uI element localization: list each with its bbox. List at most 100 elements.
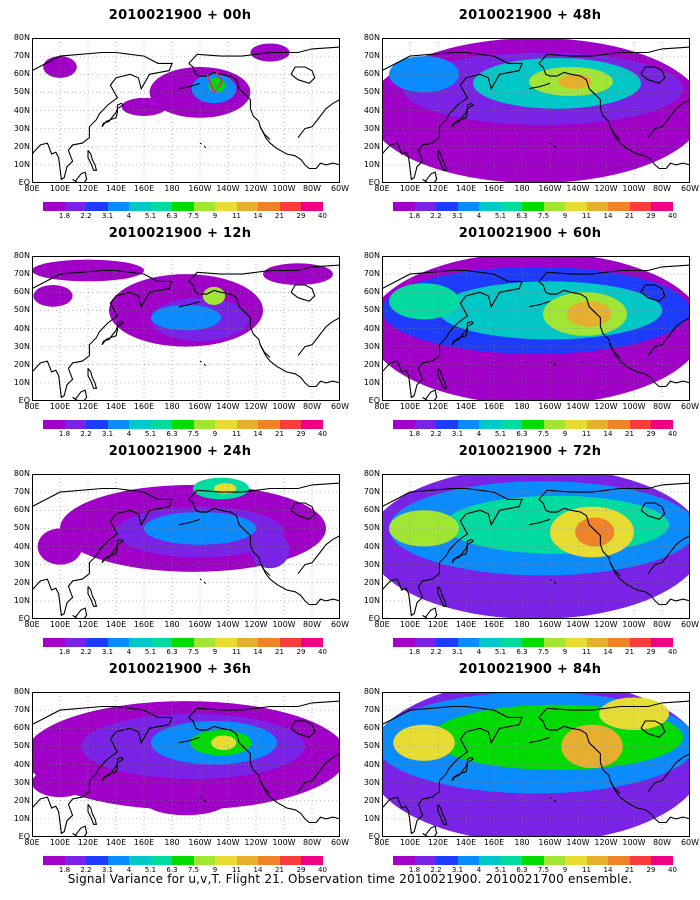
lat-tick-label: EQ [368, 832, 380, 841]
colorbar-swatch [172, 638, 194, 647]
coastline [87, 586, 98, 607]
colorbar-swatch [172, 420, 194, 429]
lat-tick-label: 20N [13, 141, 30, 151]
colorbar-swatch [457, 638, 479, 647]
map-plot: 80N 70N 60N 50N 40N 30N 20N 10N EQ 80E 100E 120E 140… [364, 33, 699, 193]
lat-tick-label: 60N [363, 505, 380, 515]
coastline [553, 581, 557, 585]
colorbar-swatch [150, 202, 172, 211]
coastline [538, 700, 690, 718]
colorbar-swatch [236, 856, 258, 865]
lon-tick-label: 140E [455, 838, 477, 847]
colorbar-swatch [500, 202, 522, 211]
coastline [422, 607, 438, 619]
lat-tick-label: 10N [13, 813, 30, 823]
colorbar-label: 1.8 [408, 212, 421, 220]
colorbar-label: 3.1 [101, 866, 114, 874]
coastline [290, 720, 316, 738]
lat-tick-label: EQ [18, 614, 30, 623]
coastline [297, 99, 340, 139]
coastline [538, 498, 667, 606]
flight-track [206, 70, 224, 94]
colorbar-swatch [193, 856, 215, 865]
lat-tick-label: 20N [13, 359, 30, 369]
coastline [437, 368, 448, 389]
colorbar-swatch [522, 638, 544, 647]
lat-tick-label: 70N [363, 705, 380, 715]
variance-contour-fill [263, 263, 333, 285]
colorbar-label: 29 [296, 430, 306, 438]
coastline [72, 607, 88, 619]
variance-contour-fill [599, 697, 669, 731]
lon-tick-label: 80W [652, 402, 672, 411]
coastline [640, 284, 666, 302]
lon-tick-label: 80W [302, 620, 322, 629]
lat-tick-label: 40N [13, 323, 30, 333]
lat-tick-label: 10N [13, 377, 30, 387]
variance-contour-fill [561, 724, 623, 769]
colorbar-swatch [479, 638, 501, 647]
colorbar-label: 6.3 [516, 212, 528, 220]
colorbar-swatch [608, 202, 630, 211]
lat-tick-label: 10N [13, 595, 30, 605]
lat-tick-label: 10N [363, 813, 380, 823]
lon-tick-label: 160E [133, 184, 155, 193]
coastline [549, 142, 552, 145]
lon-tick-label: 100W [272, 838, 296, 847]
lat-tick-label: 80N [13, 687, 30, 696]
colorbar-label: 4 [126, 430, 132, 438]
lon-tick-label: 60W [330, 838, 350, 847]
colorbar-label: 40 [318, 212, 327, 220]
coastline [32, 51, 173, 181]
coastline [553, 799, 557, 803]
lat-tick-label: 30N [13, 559, 30, 569]
colorbar-swatch [543, 420, 565, 429]
colorbar-label: 9 [562, 430, 568, 438]
coastline [297, 535, 340, 575]
variance-contour-fill [144, 786, 228, 816]
map-panel: 2010021900 + 84h 80N 70N 60N 50N 40N 30N 20N 10N… [360, 662, 700, 877]
coastline [87, 368, 98, 389]
colorbar-swatch [107, 638, 129, 647]
lat-tick-label: 20N [13, 577, 30, 587]
colorbar-swatch [301, 638, 323, 647]
colorbar-swatch [543, 856, 565, 865]
colorbar-swatch [64, 856, 86, 865]
lat-tick-label: 80N [363, 251, 380, 260]
lon-tick-label: 160W [538, 620, 562, 629]
colorbar-swatch [479, 856, 501, 865]
colorbar-label: 11 [232, 430, 241, 438]
coastline [203, 581, 207, 585]
coastline [199, 142, 202, 145]
map-canvas [32, 474, 340, 619]
colorbar-label: 40 [318, 648, 327, 656]
colorbar-label: 29 [296, 648, 306, 656]
colorbar-swatch [86, 856, 108, 865]
lon-tick-label: 100E [49, 620, 71, 629]
coastline [609, 562, 621, 576]
lon-tick-label: 140E [105, 620, 127, 629]
coastline [315, 162, 340, 169]
colorbar-swatch [565, 202, 587, 211]
colorbar-swatch [301, 202, 323, 211]
colorbar-swatch [86, 420, 108, 429]
lat-tick-label: 70N [13, 269, 30, 279]
lat-tick-label: 70N [363, 487, 380, 497]
colorbar-swatch [586, 856, 608, 865]
colorbar-swatch [414, 420, 436, 429]
colorbar-label: 5.1 [494, 212, 507, 220]
lat-tick-label: 10N [13, 159, 30, 169]
colorbar-label: 4 [126, 866, 132, 874]
colorbar-label: 1.8 [58, 212, 71, 220]
map-canvas [382, 474, 690, 619]
lon-tick-label: 80W [652, 184, 672, 193]
colorbar-swatch [215, 856, 237, 865]
colorbar-swatch [258, 202, 280, 211]
colorbar-label: 11 [582, 212, 591, 220]
lon-tick-label: 120W [594, 184, 618, 193]
colorbar-label: 4 [476, 430, 482, 438]
variance-contour-fill [389, 510, 459, 547]
coastline [178, 736, 201, 744]
colorbar-swatch [129, 202, 151, 211]
lon-tick-label: 140E [455, 402, 477, 411]
